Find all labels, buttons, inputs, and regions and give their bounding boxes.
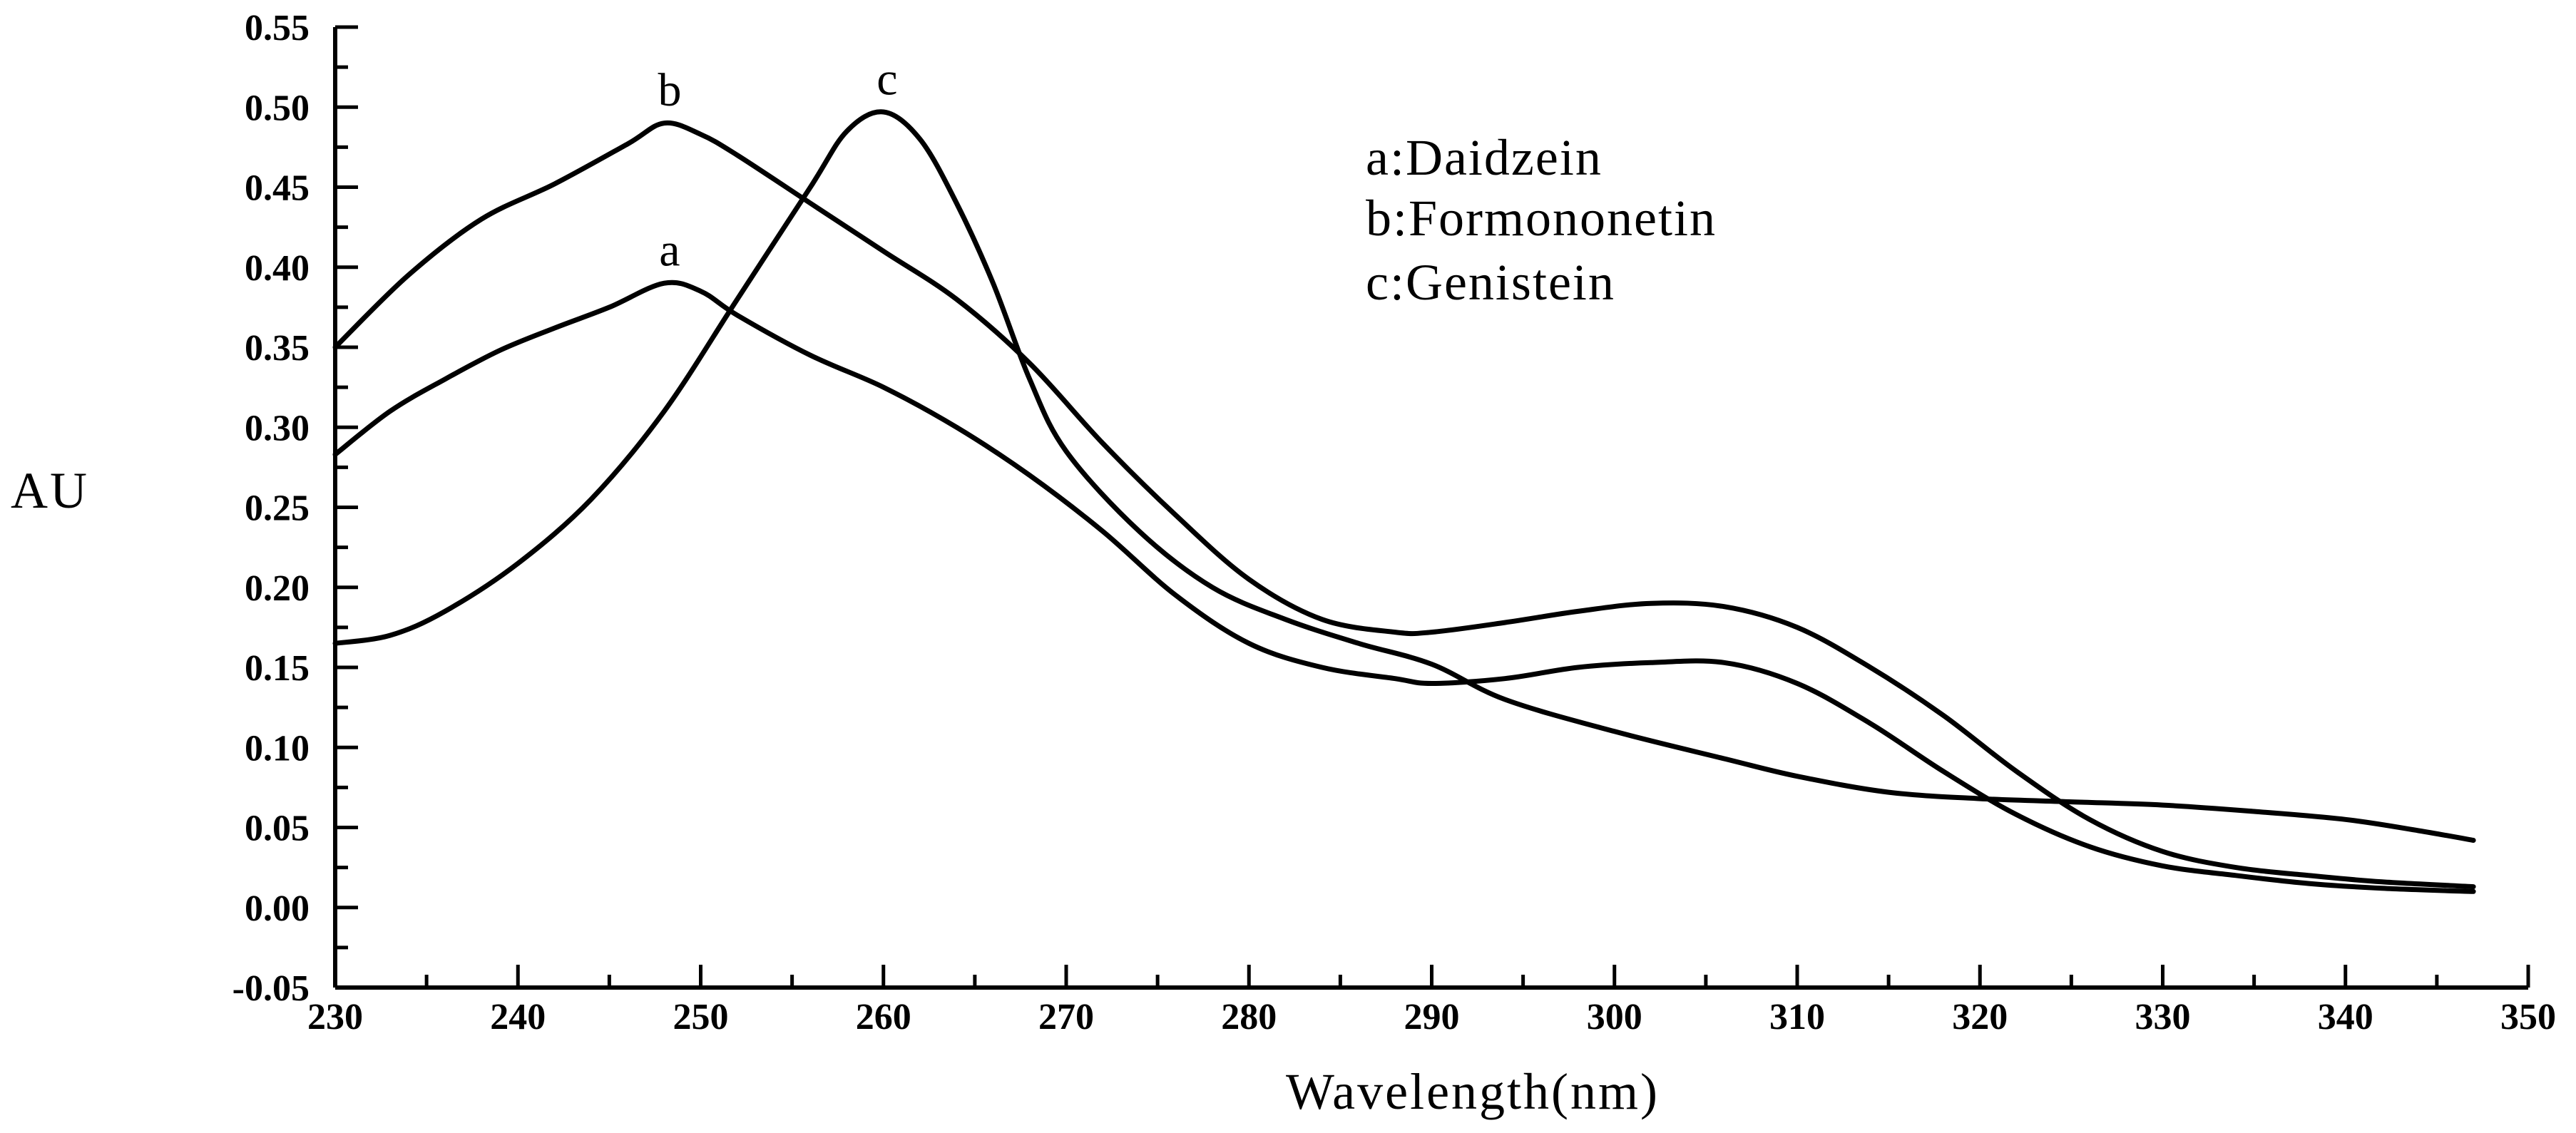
series-line-c [332, 109, 2476, 843]
x-tick-label: 270 [1038, 997, 1094, 1037]
x-tick-label: 350 [2500, 997, 2556, 1037]
x-tick-label: 340 [2318, 997, 2373, 1037]
legend: a:Daidzein b:Formononetin c:Genistein [1366, 129, 1717, 311]
x-axis-title: Wavelength(nm) [1286, 1063, 1660, 1120]
y-tick-label: 0.50 [245, 88, 310, 128]
x-tick-label: 280 [1221, 997, 1277, 1037]
x-tick-label: 320 [1952, 997, 2008, 1037]
y-axis-title: AU [11, 462, 89, 519]
y-tick-label: -0.05 [232, 968, 310, 1009]
x-tick-label: 310 [1769, 997, 1825, 1037]
y-tick-label: 0.20 [245, 568, 310, 609]
y-tick-label: 0.05 [245, 809, 310, 849]
y-tick-label: 0.30 [245, 408, 310, 448]
x-tick-label: 250 [673, 997, 729, 1037]
x-tick-label: 290 [1404, 997, 1460, 1037]
y-tick-label: 0.40 [245, 248, 310, 289]
curve-label-c: c [876, 53, 897, 105]
y-tick-label: 0.35 [245, 328, 310, 369]
x-ticks: 230 240 250 260 270 280 290 300 310 320 330 340 350 [307, 965, 2556, 1037]
y-tick-label: 0.15 [245, 648, 310, 689]
curve-labels: a b c [658, 53, 897, 276]
legend-entry-formononetin: b:Formononetin [1366, 190, 1717, 247]
x-tick-label: 260 [856, 997, 911, 1037]
curve-label-b: b [658, 64, 681, 116]
y-tick-label: 0.00 [245, 888, 310, 929]
y-tick-label: 0.45 [245, 168, 310, 209]
series-group [332, 109, 2476, 894]
y-tick-label: 0.10 [245, 728, 310, 769]
y-tick-label: 0.55 [245, 8, 310, 48]
x-tick-label: 300 [1587, 997, 1642, 1037]
x-tick-label: 330 [2135, 997, 2191, 1037]
series-line-b [332, 120, 2476, 890]
x-tick-label: 230 [307, 997, 363, 1037]
legend-entry-genistein: c:Genistein [1366, 254, 1615, 311]
series-line-a [332, 280, 2476, 894]
legend-entry-daidzein: a:Daidzein [1366, 129, 1603, 186]
y-tick-label: 0.25 [245, 488, 310, 529]
curve-label-a: a [659, 224, 680, 276]
x-tick-label: 240 [490, 997, 546, 1037]
y-ticks: -0.05 0.00 0.05 0.10 0.15 0.20 0.25 0.30 0.35 0.4… [232, 8, 358, 1009]
